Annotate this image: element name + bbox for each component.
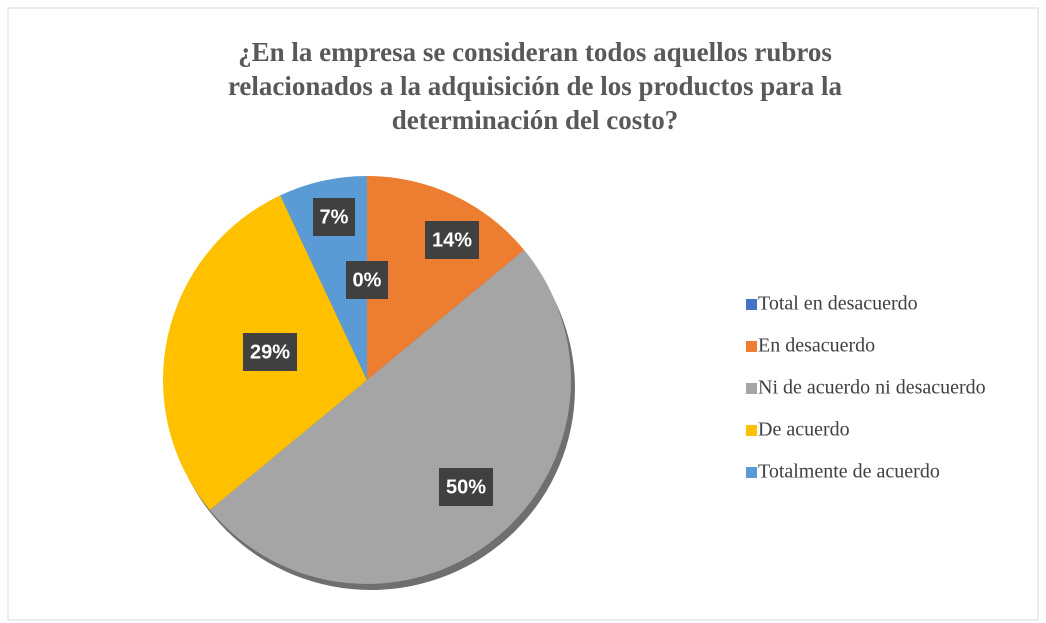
legend-swatch (746, 425, 757, 436)
legend-swatch (746, 467, 757, 478)
data-label-box (346, 261, 388, 299)
legend-label: En desacuerdo (758, 335, 875, 357)
data-label: 7% (320, 206, 349, 228)
legend-swatch (746, 341, 757, 352)
pie-slice (367, 176, 525, 380)
data-label: 14% (432, 229, 472, 251)
data-label-box (313, 198, 355, 236)
pie (163, 176, 571, 584)
chart-title: relacionados a la adquisición de los pro… (228, 71, 843, 101)
data-label-box (425, 221, 479, 259)
chart-title: determinación del costo? (392, 105, 678, 135)
data-label-box (243, 333, 297, 371)
legend-swatch (746, 383, 757, 394)
data-label-box (439, 468, 493, 506)
chart-title: ¿En la empresa se consideran todos aquel… (238, 37, 832, 67)
legend-label: De acuerdo (758, 419, 850, 441)
data-label: 50% (446, 476, 486, 498)
legend-label: Total en desacuerdo (758, 293, 918, 315)
data-label: 0% (353, 269, 382, 291)
legend-swatch (746, 299, 757, 310)
data-label: 29% (250, 341, 290, 363)
legend-label: Ni de acuerdo ni desacuerdo (758, 377, 986, 399)
legend-label: Totalmente de acuerdo (758, 461, 940, 483)
labels: 0% 14% 50% 29% 7% (243, 198, 493, 506)
